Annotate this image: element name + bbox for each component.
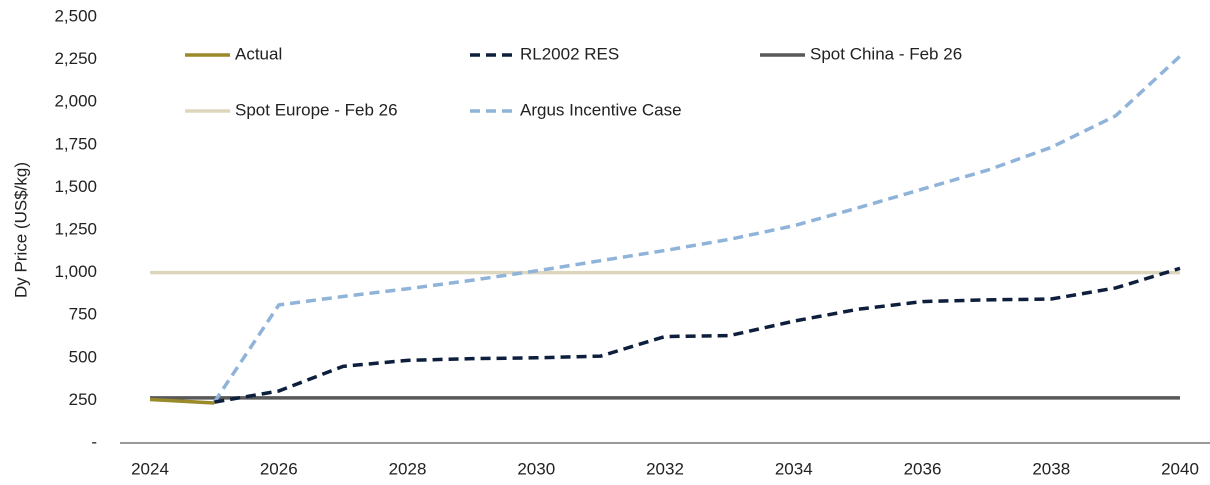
x-tick-label: 2026 [260, 459, 298, 478]
legend-label: Argus Incentive Case [520, 100, 682, 119]
x-tick-label: 2038 [1032, 459, 1070, 478]
y-tick-label: 2,000 [54, 92, 97, 111]
x-tick-label: 2030 [517, 459, 555, 478]
legend-label: Spot Europe - Feb 26 [235, 100, 398, 119]
legend-label: Spot China - Feb 26 [810, 44, 962, 63]
x-tick-label: 2028 [389, 459, 427, 478]
line-series [149, 397, 215, 405]
line-series [212, 54, 1182, 404]
x-tick-label: 2032 [646, 459, 684, 478]
legend-label: RL2002 RES [520, 44, 619, 63]
y-tick-label: 750 [69, 305, 97, 324]
y-tick-label: 1,000 [54, 262, 97, 281]
y-tick-label: 1,500 [54, 177, 97, 196]
line-series [214, 266, 1181, 404]
y-tick-label: 1,250 [54, 219, 97, 238]
y-tick-label: 2,500 [54, 6, 97, 25]
y-tick-label: 2,250 [54, 49, 97, 68]
x-tick-label: 2024 [131, 459, 169, 478]
y-axis-label: Dy Price (US$/kg) [11, 162, 30, 298]
y-tick-label: - [91, 432, 97, 451]
x-tick-label: 2040 [1161, 459, 1199, 478]
y-tick-label: 500 [69, 347, 97, 366]
legend-label: Actual [235, 44, 282, 63]
x-tick-label: 2036 [904, 459, 942, 478]
x-tick-label: 2034 [775, 459, 813, 478]
y-tick-label: 1,750 [54, 134, 97, 153]
y-tick-label: 250 [69, 390, 97, 409]
